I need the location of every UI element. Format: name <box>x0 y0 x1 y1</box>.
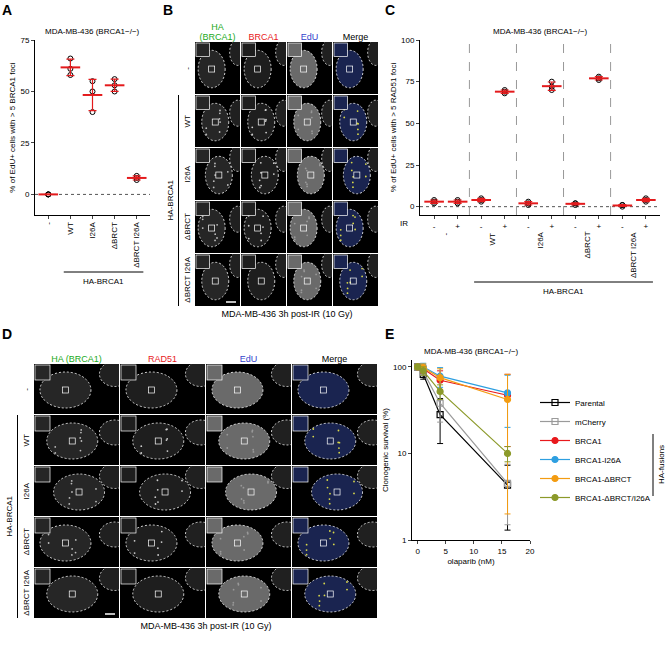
svg-text:HA-BRCA1: HA-BRCA1 <box>543 287 584 296</box>
html-text:C: C <box>385 2 396 18</box>
svg-text:Clonogenic survival (%): Clonogenic survival (%) <box>381 408 390 492</box>
svg-text:ΔBRCT I26A: ΔBRCT I26A <box>629 232 638 278</box>
svg-text:ΔBRCT I26A: ΔBRCT I26A <box>132 222 141 268</box>
svg-text:HA-fusions: HA-fusions <box>657 445 666 484</box>
svg-text:5: 5 <box>443 547 448 556</box>
svg-text:-: - <box>621 222 624 231</box>
svg-text:BRCA1-ΔBRCT/I26A: BRCA1-ΔBRCT/I26A <box>575 494 651 503</box>
html-text:HA-BRCA1: HA-BRCA1 <box>5 496 14 537</box>
html-text:Merge: Merge <box>321 354 348 364</box>
svg-text:-: - <box>441 232 450 235</box>
svg-text:20: 20 <box>526 547 535 556</box>
svg-text:BRCA1-I26A: BRCA1-I26A <box>575 456 621 465</box>
html-text:ΔBRCT: ΔBRCT <box>183 213 192 241</box>
svg-text:1: 1 <box>402 536 407 545</box>
svg-text:IR: IR <box>400 219 408 228</box>
svg-text:25: 25 <box>405 161 414 170</box>
svg-text:50: 50 <box>20 87 29 96</box>
svg-text:% of EdU+ cells with > 5 BRCA1: % of EdU+ cells with > 5 BRCA1 foci <box>8 62 17 193</box>
svg-text:+: + <box>455 222 460 231</box>
svg-text:HA-BRCA1: HA-BRCA1 <box>83 277 124 286</box>
html-text:WT: WT <box>22 433 31 447</box>
html-text:I26A: I26A <box>183 165 192 183</box>
svg-text:-: - <box>574 222 577 231</box>
svg-text:75: 75 <box>405 77 414 86</box>
svg-text:100: 100 <box>401 36 415 45</box>
html-text:I26A: I26A <box>22 482 31 500</box>
svg-text:-: - <box>527 222 530 231</box>
svg-text:ΔBRCT: ΔBRCT <box>110 222 119 249</box>
html-text:BRCA1: BRCA1 <box>248 32 279 42</box>
svg-text:-: - <box>433 222 436 231</box>
svg-text:75: 75 <box>20 36 29 45</box>
svg-text:MDA-MB-436 (BRCA1−/−): MDA-MB-436 (BRCA1−/−) <box>45 27 140 36</box>
html-text:Merge: Merge <box>342 32 369 42</box>
html-text:ΔBRCT: ΔBRCT <box>22 528 31 556</box>
svg-text:WT: WT <box>488 233 497 246</box>
svg-text:mCherry: mCherry <box>575 418 606 427</box>
svg-text:+: + <box>549 222 554 231</box>
html-text:A: A <box>2 2 13 18</box>
svg-text:MDA-MB-436 (BRCA1−/−): MDA-MB-436 (BRCA1−/−) <box>424 347 519 356</box>
svg-text:I26A: I26A <box>88 222 97 239</box>
html-text:ΔBRCT I26A: ΔBRCT I26A <box>22 570 31 616</box>
html-text:EdU: EdU <box>239 354 258 364</box>
svg-text:WT: WT <box>66 222 75 235</box>
svg-text:0: 0 <box>25 190 30 199</box>
svg-text:0: 0 <box>410 202 415 211</box>
html-text:HA-BRCA1: HA-BRCA1 <box>166 180 175 221</box>
svg-text:10: 10 <box>397 449 406 458</box>
html-text:ΔBRCT I26A: ΔBRCT I26A <box>183 257 192 303</box>
svg-text:0: 0 <box>415 547 420 556</box>
svg-text:10: 10 <box>469 547 478 556</box>
svg-text:Parental: Parental <box>575 399 605 408</box>
svg-text:15: 15 <box>497 547 506 556</box>
svg-text:MDA-MB-436 (BRCA1−/−): MDA-MB-436 (BRCA1−/−) <box>493 27 588 36</box>
html-text:RAD51: RAD51 <box>148 354 177 364</box>
svg-text:BRCA1-ΔBRCT: BRCA1-ΔBRCT <box>575 475 632 484</box>
svg-text:I26A: I26A <box>536 231 545 248</box>
svg-text:-: - <box>44 222 53 225</box>
html-text:HA (BRCA1): HA (BRCA1) <box>51 354 102 364</box>
html-text:E: E <box>385 326 395 342</box>
html-text:EdU: EdU <box>300 32 319 42</box>
svg-text:ΔBRCT: ΔBRCT <box>583 231 592 258</box>
html-text:HA (BRCA1): HA (BRCA1) <box>199 22 236 42</box>
svg-text:25: 25 <box>20 139 29 148</box>
svg-text:50: 50 <box>405 119 414 128</box>
svg-text:+: + <box>644 222 649 231</box>
svg-text:% of EdU+ cells with > 5 RAD51: % of EdU+ cells with > 5 RAD51 foci <box>389 63 398 193</box>
svg-text:-: - <box>480 222 483 231</box>
svg-text:+: + <box>596 222 601 231</box>
svg-text:100: 100 <box>393 363 407 372</box>
html-text:WT: WT <box>183 114 192 128</box>
html-text:MDA-MB-436 3h post-IR (10 Gy): MDA-MB-436 3h post-IR (10 Gy) <box>140 621 272 631</box>
svg-text:olaparib (nM): olaparib (nM) <box>447 557 494 566</box>
html-text:B: B <box>163 2 174 18</box>
svg-text:+: + <box>502 222 507 231</box>
html-text:MDA-MB-436 3h post-IR (10 Gy): MDA-MB-436 3h post-IR (10 Gy) <box>221 309 353 319</box>
svg-text:BRCA1: BRCA1 <box>575 437 602 446</box>
html-text:D: D <box>2 326 13 342</box>
